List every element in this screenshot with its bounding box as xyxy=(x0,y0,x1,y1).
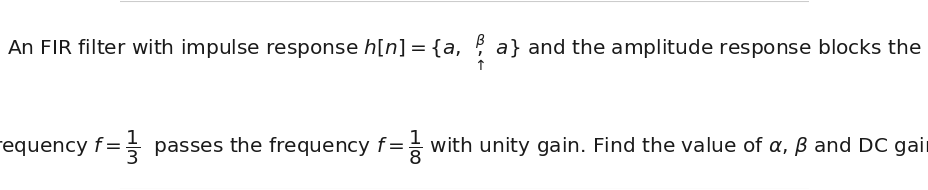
Text: An FIR filter with impulse response $h[n] = \{a,\ \overset{\beta}{\underset{\upa: An FIR filter with impulse response $h[n… xyxy=(7,33,921,74)
Text: frequency $f = \dfrac{1}{3}$  passes the frequency $f = \dfrac{1}{8}$ with unity: frequency $f = \dfrac{1}{3}$ passes the … xyxy=(0,128,928,167)
